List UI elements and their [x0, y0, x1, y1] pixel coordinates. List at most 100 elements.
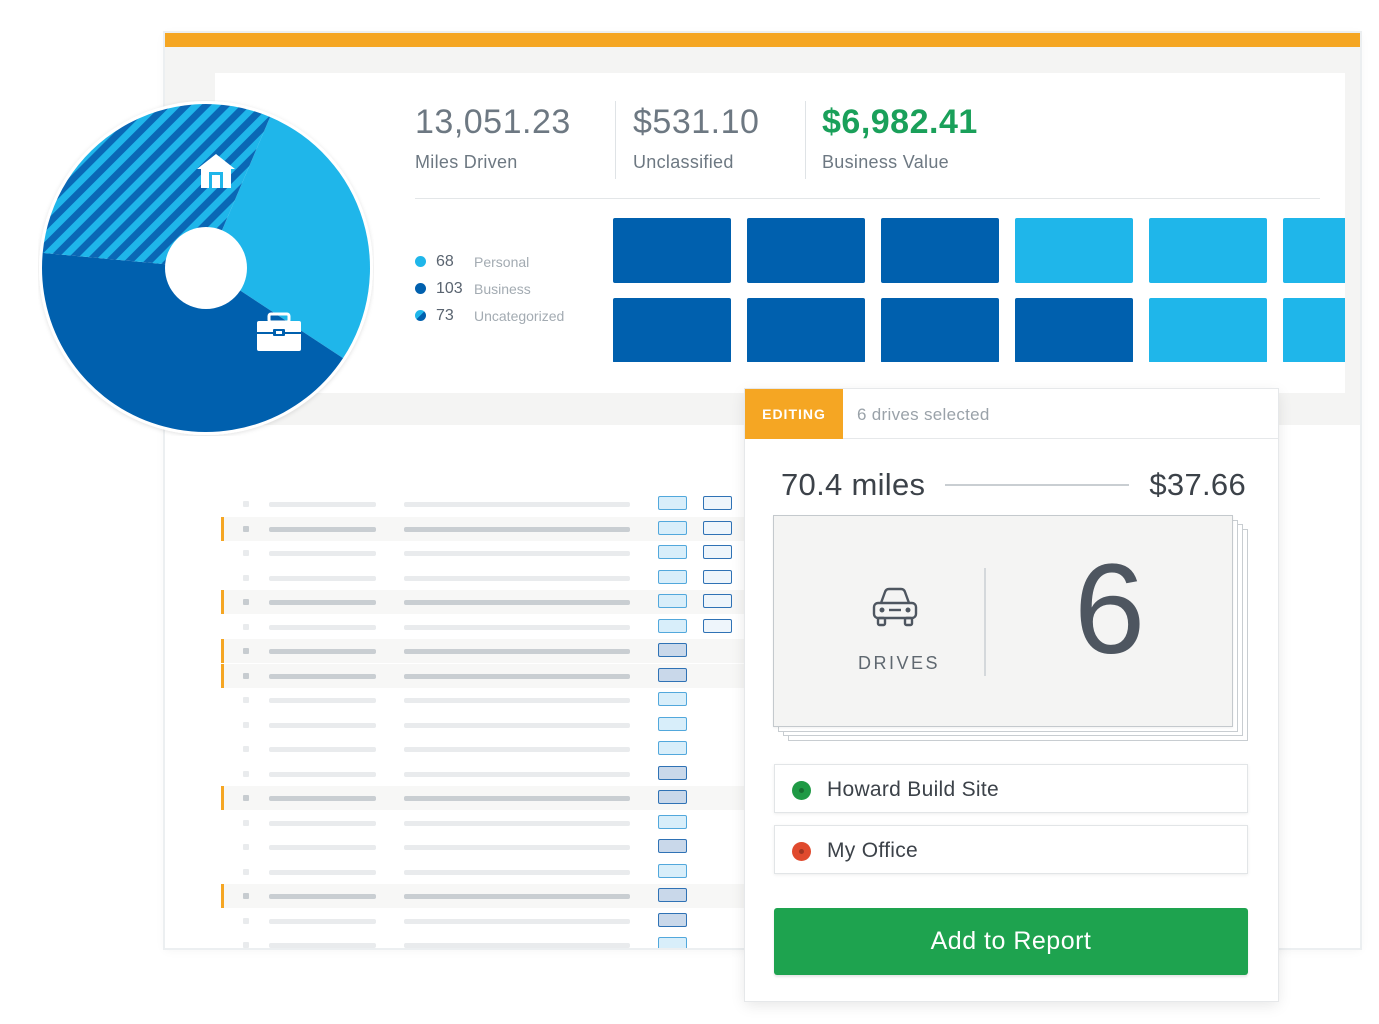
drive-row[interactable] [221, 835, 745, 859]
home-icon [197, 154, 235, 188]
drive-row[interactable] [221, 639, 745, 663]
stat-divider [805, 101, 806, 179]
start-location-field[interactable]: Howard Build Site [774, 764, 1248, 813]
drive-row[interactable] [221, 811, 745, 835]
drive-tile-personal[interactable] [1149, 298, 1267, 362]
row-category-chip [703, 520, 732, 535]
end-location-field[interactable]: My Office [774, 825, 1248, 874]
add-to-report-button[interactable]: Add to Report [774, 908, 1248, 975]
row-category-chip [658, 496, 687, 510]
row-placeholder [404, 551, 630, 556]
stat-value: 13,051.23 [415, 103, 571, 141]
drive-tile-business[interactable] [613, 298, 731, 362]
row-placeholder [404, 624, 630, 630]
stat-label: Business Value [822, 152, 949, 172]
panel-header: EDITING 6 drives selected [745, 389, 1278, 439]
row-category-chip [658, 863, 687, 878]
start-location-name: Howard Build Site [827, 778, 1000, 801]
row-marker [221, 884, 224, 908]
drive-tile-personal[interactable] [1283, 218, 1345, 283]
row-category-chip [658, 888, 687, 902]
drive-row[interactable] [221, 566, 745, 590]
car-icon [872, 587, 918, 627]
row-category-chip [703, 496, 732, 510]
legend-business: 103 Business [415, 275, 564, 302]
row-placeholder [404, 918, 630, 924]
legend-label: Business [474, 280, 531, 297]
stat-divider [615, 101, 616, 179]
row-category-chip [658, 545, 687, 559]
row-checkbox [243, 795, 249, 801]
drive-tile-personal[interactable] [1283, 298, 1345, 362]
row-placeholder [269, 673, 376, 679]
row-category-chip [658, 569, 687, 584]
drive-tile-business[interactable] [881, 218, 999, 283]
row-checkbox [243, 917, 249, 924]
drive-tile-personal[interactable] [1149, 218, 1267, 283]
drive-row[interactable] [221, 663, 745, 688]
drive-tile-business[interactable] [747, 298, 865, 362]
selected-miles: 70.4 miles [781, 467, 926, 502]
row-checkbox [243, 574, 249, 581]
drive-list [165, 425, 745, 948]
drive-row[interactable] [221, 933, 745, 948]
drive-tile-business[interactable] [881, 298, 999, 362]
stat-label: Unclassified [633, 152, 734, 172]
legend-dot [415, 283, 426, 294]
legend-count: 103 [436, 279, 463, 297]
drive-row[interactable] [221, 688, 745, 712]
end-location-name: My Office [827, 839, 918, 862]
drive-tile-business[interactable] [1015, 298, 1133, 362]
drives-summary-card: DRIVES 6 [773, 515, 1233, 727]
drive-row[interactable] [221, 541, 745, 565]
stat-value: $531.10 [633, 103, 760, 141]
row-checkbox [243, 721, 249, 728]
drive-row[interactable] [221, 860, 745, 884]
drive-tile-personal[interactable] [1015, 218, 1133, 283]
row-category-chip [658, 741, 687, 755]
stat-value: $6,982.41 [822, 103, 978, 141]
row-placeholder [269, 502, 376, 507]
drive-row[interactable] [221, 590, 745, 614]
legend-label: Uncategorized [474, 307, 565, 324]
summary-divider [415, 198, 1320, 199]
legend-count: 73 [436, 306, 454, 324]
row-placeholder [269, 943, 376, 948]
start-location-dot [792, 781, 811, 800]
donut-slice-personal [206, 117, 371, 359]
drives-label: DRIVES [858, 653, 941, 673]
drive-row[interactable] [221, 884, 745, 908]
row-placeholder [404, 820, 630, 826]
row-placeholder [269, 624, 376, 630]
drive-tile-business[interactable] [613, 218, 731, 283]
drive-category-donut [39, 101, 373, 435]
row-category-chip [658, 790, 687, 804]
row-placeholder [404, 673, 630, 679]
drive-row[interactable] [221, 713, 745, 737]
drive-row[interactable] [221, 492, 745, 516]
donut-slice-business [42, 252, 344, 433]
editing-badge: EDITING [745, 389, 843, 439]
row-checkbox [243, 525, 249, 532]
legend-count: 68 [436, 252, 454, 270]
drive-tile-business[interactable] [747, 218, 865, 283]
top-accent-bar [165, 33, 1360, 47]
row-category-chip [658, 716, 687, 731]
drive-row[interactable] [221, 615, 745, 639]
summary-divider [984, 568, 986, 676]
row-placeholder [269, 526, 376, 532]
row-category-chip [658, 937, 687, 948]
row-checkbox [243, 501, 249, 507]
row-placeholder [269, 649, 376, 654]
row-checkbox [243, 844, 249, 850]
drive-row[interactable] [221, 516, 745, 541]
row-checkbox [243, 648, 249, 654]
drive-row[interactable] [221, 909, 745, 933]
drive-row[interactable] [221, 737, 745, 761]
drive-row[interactable] [221, 762, 745, 786]
row-checkbox [243, 697, 249, 703]
row-placeholder [404, 722, 630, 728]
stat-business-value: $6,982.41 Business Value [822, 103, 978, 173]
row-placeholder [404, 943, 630, 948]
drive-row[interactable] [221, 786, 745, 810]
